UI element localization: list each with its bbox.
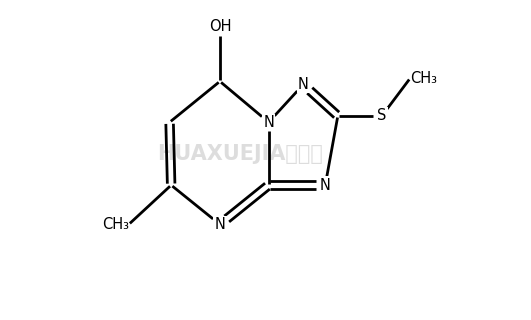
Text: N: N: [215, 217, 225, 232]
Text: CH₃: CH₃: [102, 217, 129, 232]
Text: CH₃: CH₃: [410, 71, 437, 86]
Text: N: N: [320, 178, 331, 193]
Text: OH: OH: [209, 19, 231, 34]
Text: N: N: [263, 115, 274, 130]
Text: N: N: [298, 77, 309, 92]
Text: HUAXUEJIA化学加: HUAXUEJIA化学加: [157, 144, 323, 164]
Text: S: S: [377, 108, 387, 124]
